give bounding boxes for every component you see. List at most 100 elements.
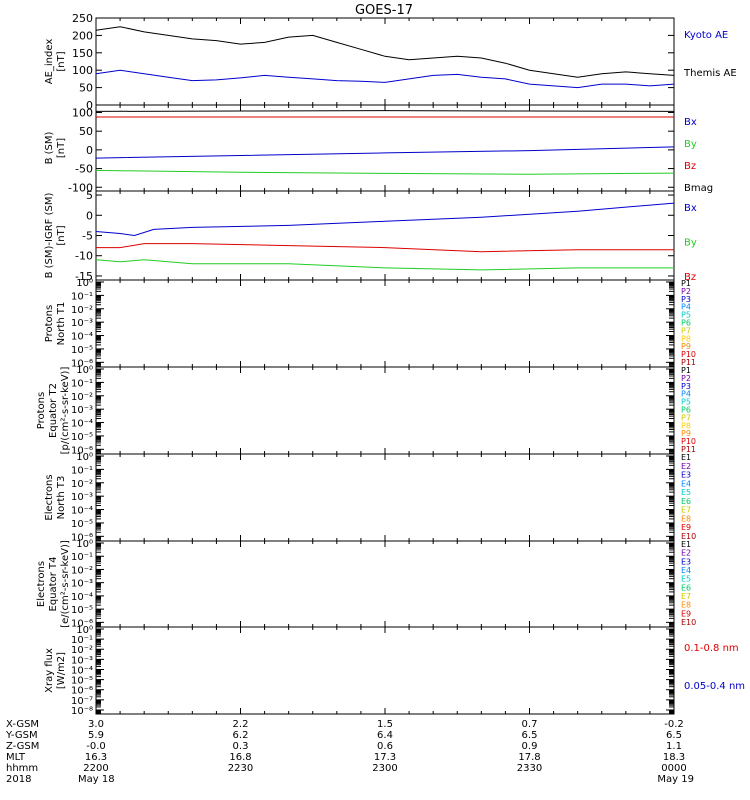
y-tick-label: 0 — [86, 209, 93, 222]
ephemeris-value: 6.5 — [666, 730, 682, 741]
y-axis-label: Electrons — [36, 561, 47, 607]
y-tick-label: 10⁻⁴ — [71, 332, 93, 343]
ephemeris-value: 3.0 — [88, 719, 104, 730]
legend-entry: E8 — [681, 601, 691, 610]
ephemeris-value: 0.7 — [522, 719, 538, 730]
legend-entry: Bz — [684, 161, 696, 172]
panel-frame — [95, 453, 675, 542]
ephemeris-value: 1.5 — [377, 719, 393, 730]
legend-entry: E9 — [681, 523, 691, 532]
ephemeris-value: 5.9 — [88, 730, 104, 741]
legend-entry: E10 — [681, 618, 696, 627]
series-line-by — [95, 169, 675, 175]
y-tick-label: -50 — [75, 163, 93, 176]
y-axis-label: North T1 — [56, 302, 67, 346]
legend-entry: E2 — [681, 549, 691, 558]
y-tick-label: 10⁻² — [71, 565, 93, 576]
ephemeris-value: 6.4 — [377, 730, 393, 741]
panel-bigrf: B (SM)-IGRF (SM) [nT] Bx By Bz -15 -10 -5 0 5 — [44, 189, 697, 283]
y-tick-label: 10⁻⁴ — [71, 592, 93, 603]
y-tick-label: 10⁻⁵ — [71, 345, 93, 356]
ephemeris-value: 16.3 — [85, 752, 107, 763]
ephemeris-row-label: MLT — [6, 752, 26, 763]
panel-frame — [95, 540, 675, 628]
legend-entry: E3 — [681, 557, 691, 566]
panel-e_t4: Electrons Equator T4 [e/(cm²-s-sr-keV)] E1E… — [36, 539, 696, 629]
y-tick-label: -5 — [82, 230, 93, 243]
y-axis-label: B (SM) — [44, 131, 55, 164]
y-tick-label: 50 — [79, 82, 93, 95]
y-tick-label: 10⁻⁶ — [71, 686, 93, 697]
legend-entry: E6 — [681, 497, 691, 506]
y-tick-label: 10⁻¹ — [71, 552, 93, 563]
y-tick-label: 10⁰ — [76, 539, 93, 550]
legend-entry: By — [684, 238, 697, 249]
y-axis-label: [nT] — [56, 51, 67, 71]
y-tick-label: 10⁻⁴ — [71, 419, 93, 430]
y-tick-label: 10⁻⁴ — [71, 506, 93, 517]
series-line-kyoto-ae — [95, 26, 675, 78]
y-axis-label: Electrons — [44, 474, 55, 520]
ephemeris-value: May 19 — [657, 774, 694, 785]
ephemeris-value: 0.9 — [522, 741, 538, 752]
ephemeris-value: 18.3 — [663, 752, 685, 763]
panel-bsm: B (SM) [nT] Bx By Bz Bmag -100 -50 0 50 100 — [44, 104, 713, 194]
y-tick-label: 10⁻¹ — [71, 465, 93, 476]
legend-entry: P4 — [681, 303, 691, 312]
legend-entry: P7 — [681, 413, 691, 422]
legend-entry: Bx — [684, 117, 697, 128]
y-tick-label: 10⁻² — [71, 392, 93, 403]
y-tick-label: -100 — [68, 181, 93, 194]
y-axis-label: [nT] — [56, 225, 67, 245]
series-line-bx — [95, 146, 675, 159]
legend-entry: P2 — [681, 374, 691, 383]
legend-entry: P4 — [681, 390, 691, 399]
y-tick-label: 10⁻³ — [71, 492, 93, 503]
y-tick-label: 250 — [72, 12, 93, 25]
ephemeris-value: 6.2 — [233, 730, 249, 741]
y-tick-label: 10⁻⁴ — [71, 665, 93, 676]
y-tick-label: 10⁰ — [76, 625, 93, 636]
ephemeris-row-label: Y-GSM — [5, 730, 38, 741]
y-tick-label: 50 — [79, 125, 93, 138]
legend-entry: E7 — [681, 592, 691, 601]
legend-entry: E2 — [681, 462, 691, 471]
legend-entry: P1 — [681, 279, 691, 288]
legend-entry: P9 — [681, 429, 691, 438]
y-tick-label: 10⁻⁵ — [71, 519, 93, 530]
legend-entry: P6 — [681, 319, 691, 328]
legend-entry: P2 — [681, 287, 691, 296]
legend-entry: P10 — [681, 350, 696, 359]
y-axis-label: Protons — [36, 392, 47, 429]
legend-entry: P8 — [681, 334, 691, 343]
y-tick-label: 5 — [86, 189, 93, 202]
ephemeris-value: 17.3 — [374, 752, 396, 763]
y-tick-label: 10⁻⁶ — [71, 618, 93, 629]
legend-entry: P3 — [681, 382, 691, 391]
y-axis-label: [W/m2] — [56, 652, 67, 689]
legend-entry: E10 — [681, 532, 696, 541]
legend-entry: P7 — [681, 326, 691, 335]
y-tick-label: 10⁻² — [71, 305, 93, 316]
ephemeris-row-label: 2018 — [6, 774, 31, 785]
y-axis-label: [e/(cm²-s-sr-keV)] — [60, 540, 71, 628]
legend-entry: Themis AE — [683, 68, 737, 79]
ephemeris-value: 2.2 — [233, 719, 249, 730]
ephemeris-value: 2330 — [517, 763, 542, 774]
series-line-bx — [95, 202, 675, 237]
y-tick-label: 10⁰ — [76, 452, 93, 463]
ephemeris-value: 0000 — [661, 763, 686, 774]
y-tick-label: 10⁻³ — [71, 579, 93, 590]
ephemeris-row-label: hhmm — [6, 763, 38, 774]
legend-entry: E1 — [681, 540, 691, 549]
y-tick-label: 100 — [72, 64, 93, 77]
legend-entry: E4 — [681, 479, 691, 488]
y-tick-label: 10⁻² — [71, 479, 93, 490]
y-tick-label: 10⁻⁵ — [71, 432, 93, 443]
legend-entry: E1 — [681, 453, 691, 462]
panel-frame — [95, 190, 675, 281]
ephemeris-value: -0.2 — [664, 719, 684, 730]
y-tick-label: 10⁻³ — [71, 405, 93, 416]
legend-entry: P6 — [681, 406, 691, 415]
